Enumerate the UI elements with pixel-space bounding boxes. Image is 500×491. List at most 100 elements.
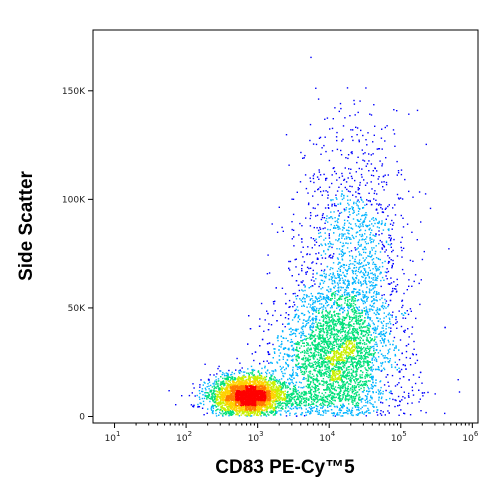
event-dot <box>315 262 318 265</box>
event-dot <box>212 412 214 415</box>
event-dot <box>191 392 193 394</box>
event-dot <box>338 386 340 389</box>
event-dot <box>358 309 361 311</box>
event-dot <box>381 402 384 404</box>
event-dot <box>342 286 344 289</box>
event-dot <box>305 324 307 326</box>
event-dot <box>304 360 307 362</box>
event-dot <box>349 214 351 216</box>
event-dot <box>354 282 357 284</box>
event-dot <box>357 315 359 318</box>
event-dot <box>320 331 322 333</box>
event-dot <box>357 111 359 114</box>
event-dot <box>384 140 386 142</box>
event-dot <box>375 294 377 296</box>
event-dot <box>399 339 402 341</box>
event-dot <box>352 403 354 405</box>
event-dot <box>341 249 344 251</box>
event-dot <box>360 370 362 372</box>
event-dot <box>375 267 377 270</box>
event-dot <box>322 190 325 192</box>
event-dot <box>292 403 294 406</box>
event-dot <box>318 336 320 338</box>
event-dot <box>287 365 289 368</box>
event-dot <box>388 391 391 394</box>
event-dot <box>305 368 307 371</box>
event-dot <box>289 393 291 396</box>
event-dot <box>228 415 230 417</box>
event-dot <box>316 300 319 303</box>
event-dot <box>356 345 358 347</box>
event-dot <box>305 335 307 338</box>
event-dot <box>340 295 343 298</box>
event-dot <box>341 198 344 201</box>
event-dot <box>366 376 368 378</box>
event-dot <box>367 407 369 410</box>
event-dot <box>304 405 307 407</box>
event-dot <box>321 392 323 395</box>
event-dot <box>359 361 361 363</box>
event-dot <box>353 302 355 304</box>
event-dot <box>357 299 360 301</box>
event-dot <box>361 406 363 408</box>
event-dot <box>329 380 331 382</box>
event-dot <box>389 360 391 362</box>
event-dot <box>340 368 343 370</box>
event-dot <box>222 412 224 415</box>
event-dot <box>318 232 320 235</box>
event-dot <box>355 378 357 380</box>
event-dot <box>348 266 350 268</box>
event-dot <box>395 285 397 287</box>
event-dot <box>383 279 385 281</box>
event-dot <box>326 336 328 338</box>
event-dot <box>349 389 351 391</box>
event-dot <box>396 321 398 323</box>
event-dot <box>345 287 348 289</box>
event-dot <box>356 391 358 393</box>
event-dot <box>274 377 276 379</box>
event-dot <box>401 236 403 239</box>
event-dot <box>384 174 386 176</box>
event-dot <box>416 109 419 112</box>
event-dot <box>352 212 354 214</box>
event-dot <box>389 314 391 316</box>
event-dot <box>382 307 385 310</box>
event-dot <box>375 257 378 259</box>
event-dot <box>361 199 363 201</box>
event-dot <box>358 312 360 314</box>
event-dot <box>385 157 387 159</box>
event-dot <box>362 291 364 294</box>
event-dot <box>283 348 285 350</box>
event-dot <box>314 310 317 312</box>
event-dot <box>348 295 351 297</box>
event-dot <box>389 294 392 296</box>
event-dot <box>357 321 360 323</box>
event-dot <box>297 320 299 323</box>
event-dot <box>271 375 273 377</box>
event-dot <box>434 393 436 395</box>
event-dot <box>302 280 304 282</box>
event-dot <box>336 179 338 181</box>
event-dot <box>360 298 362 300</box>
event-dot <box>290 331 292 333</box>
event-dot <box>387 243 390 246</box>
event-dot <box>305 377 307 380</box>
event-dot <box>364 347 367 350</box>
event-dot <box>363 246 366 249</box>
event-dot <box>388 361 390 364</box>
event-dot <box>315 241 318 243</box>
event-dot <box>296 403 298 405</box>
event-dot <box>369 337 371 339</box>
event-dot <box>309 358 311 361</box>
event-dot <box>339 337 342 339</box>
event-dot <box>347 332 350 334</box>
event-dot <box>375 292 378 294</box>
event-dot <box>323 217 326 219</box>
event-dot <box>346 188 348 191</box>
event-dot <box>322 405 324 407</box>
event-dot <box>297 353 299 356</box>
event-dot <box>340 183 342 185</box>
event-dot <box>387 283 390 285</box>
event-dot <box>284 372 286 375</box>
event-dot <box>224 412 226 414</box>
